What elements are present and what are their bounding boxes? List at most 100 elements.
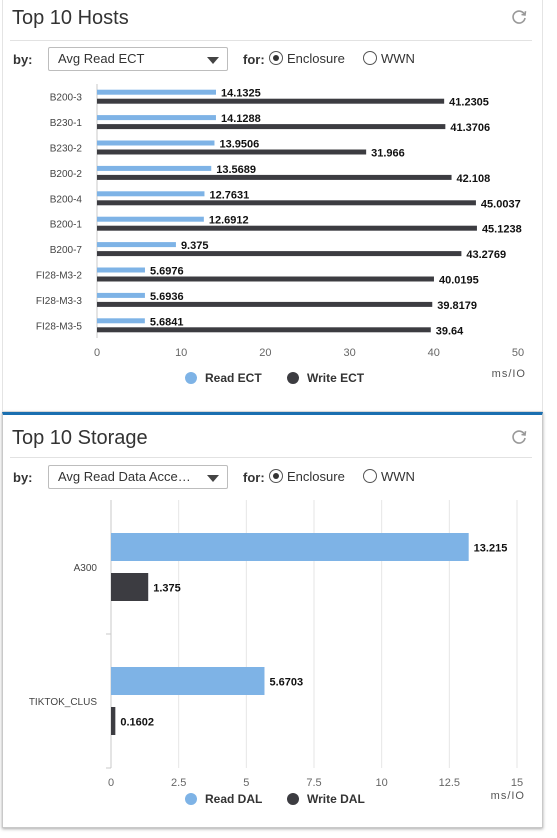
metric-select-value: Avg Read ECT xyxy=(58,51,145,66)
data-label: 12.6912 xyxy=(209,215,249,227)
storage-bar-chart: A300 13.215 1.375 TIKTOK_CLUS 5.6703 0.1602 0 2… xyxy=(29,500,525,806)
legend-marker-write xyxy=(287,793,299,805)
top-hosts-panel: Top 10 Hosts by: Avg Read ECT for: Enclo… xyxy=(2,0,543,412)
data-label: 13.5689 xyxy=(216,164,256,176)
metric-select[interactable]: Avg Read Data Acce… xyxy=(48,465,228,489)
data-label: 5.6841 xyxy=(150,316,184,328)
divider xyxy=(10,40,532,41)
x-tick-label: 0 xyxy=(94,347,100,359)
wwn-radio-label[interactable]: WWN xyxy=(381,51,415,66)
data-label: 13.9506 xyxy=(219,139,259,151)
legend-label-read: Read DAL xyxy=(205,792,262,806)
bar-write xyxy=(97,200,476,206)
bar-read xyxy=(97,216,204,222)
bar-read xyxy=(97,267,145,273)
panel-title: Top 10 Storage xyxy=(12,427,148,449)
data-label: 0.1602 xyxy=(120,717,154,729)
wwn-radio-label[interactable]: WWN xyxy=(381,469,415,484)
data-label: 31.966 xyxy=(371,148,405,160)
data-label: 41.2305 xyxy=(449,97,489,109)
x-tick-label: 10 xyxy=(376,777,388,789)
legend-marker-read xyxy=(185,372,197,384)
chevron-down-icon xyxy=(207,57,219,64)
bar-read xyxy=(97,242,176,248)
data-label: 5.6936 xyxy=(150,291,184,303)
data-label: 14.1288 xyxy=(221,113,261,125)
category-label: TIKTOK_CLUS xyxy=(29,697,97,708)
category-label: B200-4 xyxy=(50,194,83,205)
top-storage-panel: Top 10 Storage by: Avg Read Data Acce… f… xyxy=(2,412,543,828)
data-label: 13.215 xyxy=(474,543,508,555)
bar-write xyxy=(97,149,367,155)
data-label: 39.64 xyxy=(436,325,464,337)
by-label: by: xyxy=(13,52,33,67)
bar-write xyxy=(97,251,462,257)
bar-read xyxy=(97,165,212,171)
x-tick-label: 40 xyxy=(428,347,440,359)
enclosure-radio-label[interactable]: Enclosure xyxy=(287,51,345,66)
unit-label: ms/IO xyxy=(491,790,525,802)
bar-read xyxy=(97,292,145,298)
wwn-radio[interactable] xyxy=(363,51,377,65)
category-label: B200-3 xyxy=(50,93,83,104)
legend-label-read: Read ECT xyxy=(205,371,262,385)
data-label: 39.8179 xyxy=(437,300,477,312)
refresh-icon[interactable] xyxy=(510,428,528,446)
bar-read xyxy=(97,89,216,95)
bar-read xyxy=(97,115,216,121)
enclosure-radio-label[interactable]: Enclosure xyxy=(287,469,345,484)
data-label: 1.375 xyxy=(153,583,181,595)
panel-title: Top 10 Hosts xyxy=(12,7,129,29)
data-label: 14.1325 xyxy=(221,88,261,100)
x-tick-label: 20 xyxy=(259,347,271,359)
x-tick-label: 10 xyxy=(175,347,187,359)
bar-write xyxy=(111,707,116,735)
data-label: 9.375 xyxy=(181,240,209,252)
data-label: 12.7631 xyxy=(209,189,249,201)
bar-read xyxy=(97,191,205,197)
category-label: A300 xyxy=(74,563,98,574)
legend-marker-write xyxy=(287,372,299,384)
bar-write xyxy=(97,174,452,180)
x-tick-label: 50 xyxy=(512,347,524,359)
data-label: 5.6976 xyxy=(150,266,184,278)
wwn-radio[interactable] xyxy=(363,469,377,483)
hosts-bar-chart: B200-3 14.1325 41.2305 B230-1 14.1288 41.3706… xyxy=(36,84,526,385)
category-label: B200-2 xyxy=(50,169,83,180)
data-label: 45.1238 xyxy=(482,224,522,236)
metric-select[interactable]: Avg Read ECT xyxy=(48,47,228,71)
category-label: B230-1 xyxy=(50,118,83,129)
bar-read xyxy=(97,140,215,146)
enclosure-radio[interactable] xyxy=(269,51,283,65)
metric-select-value: Avg Read Data Acce… xyxy=(58,469,191,484)
data-label: 42.108 xyxy=(457,173,491,185)
x-tick-label: 7.5 xyxy=(306,777,321,789)
divider xyxy=(10,457,532,458)
x-tick-label: 30 xyxy=(343,347,355,359)
data-label: 43.2769 xyxy=(466,249,506,261)
by-label: by: xyxy=(13,470,33,485)
bar-read xyxy=(97,318,145,324)
unit-label: ms/IO xyxy=(492,368,526,380)
category-label: B200-1 xyxy=(50,220,83,231)
for-label: for: xyxy=(243,470,265,485)
legend-label-write: Write DAL xyxy=(307,792,365,806)
category-label: FI28-M3-5 xyxy=(36,321,83,332)
data-label: 45.0037 xyxy=(481,198,521,210)
refresh-icon[interactable] xyxy=(510,8,528,26)
bar-write xyxy=(97,301,433,307)
x-tick-label: 5 xyxy=(243,777,249,789)
bar-write xyxy=(97,124,446,130)
data-label: 40.0195 xyxy=(439,275,479,287)
x-tick-label: 2.5 xyxy=(171,777,186,789)
bar-read xyxy=(111,667,265,695)
bar-read xyxy=(111,533,469,561)
x-tick-label: 0 xyxy=(108,777,114,789)
data-label: 5.6703 xyxy=(269,677,303,689)
data-label: 41.3706 xyxy=(450,122,490,134)
enclosure-radio[interactable] xyxy=(269,469,283,483)
x-tick-label: 15 xyxy=(511,777,523,789)
x-tick-label: 12.5 xyxy=(439,777,460,789)
bar-write xyxy=(97,276,434,282)
category-label: B200-7 xyxy=(50,245,83,256)
